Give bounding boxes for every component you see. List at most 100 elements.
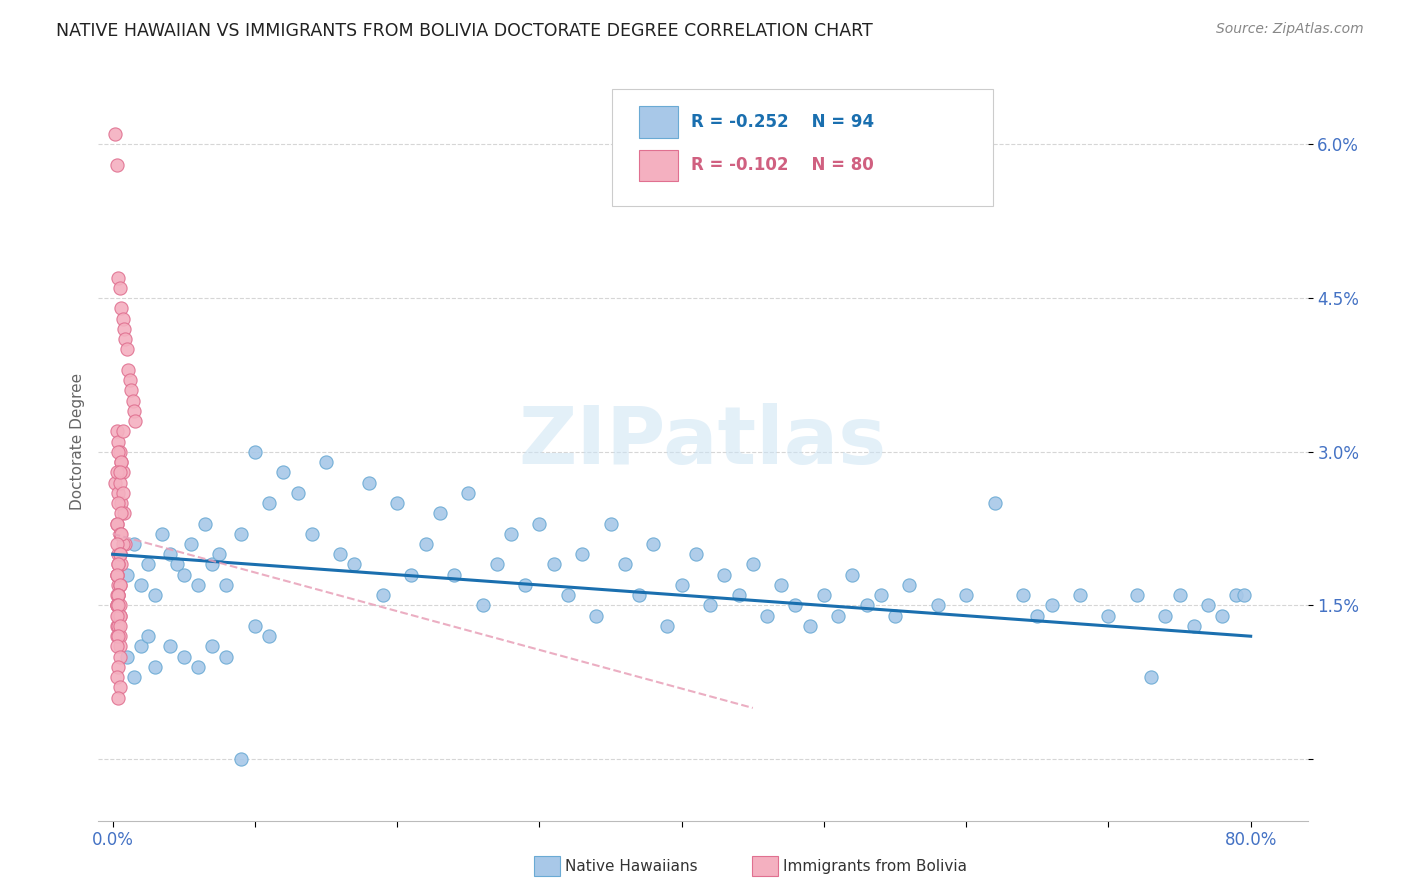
- Point: [201, 640, 224, 654]
- Point: [159, 547, 181, 561]
- Point: [699, 599, 721, 613]
- Point: [107, 588, 129, 602]
- Point: [108, 681, 131, 695]
- Point: [107, 588, 129, 602]
- Point: [571, 547, 593, 561]
- Point: [799, 619, 821, 633]
- Point: [257, 629, 280, 643]
- Point: [143, 588, 166, 602]
- Text: Immigrants from Bolivia: Immigrants from Bolivia: [783, 859, 967, 873]
- Point: [108, 629, 131, 643]
- Point: [1026, 608, 1049, 623]
- Point: [124, 414, 146, 428]
- Point: [136, 629, 159, 643]
- Point: [110, 558, 132, 572]
- Point: [115, 649, 138, 664]
- Point: [855, 599, 877, 613]
- Point: [111, 485, 134, 500]
- Point: [671, 578, 693, 592]
- Point: [107, 270, 129, 285]
- Point: [401, 567, 423, 582]
- Point: [122, 404, 145, 418]
- Point: [108, 475, 131, 490]
- Point: [107, 558, 129, 572]
- Point: [215, 578, 238, 592]
- Point: [105, 465, 128, 479]
- Point: [111, 465, 134, 479]
- Point: [110, 455, 132, 469]
- Point: [108, 547, 131, 561]
- Point: [499, 526, 522, 541]
- Point: [107, 588, 129, 602]
- Point: [105, 567, 128, 582]
- Point: [187, 578, 209, 592]
- Point: [107, 444, 129, 458]
- Point: [114, 332, 136, 346]
- Point: [107, 434, 129, 449]
- Point: [1197, 599, 1219, 613]
- Point: [105, 516, 128, 531]
- Point: [105, 516, 128, 531]
- Point: [117, 363, 139, 377]
- Point: [110, 496, 132, 510]
- Point: [770, 578, 793, 592]
- Point: [107, 599, 129, 613]
- Point: [111, 311, 134, 326]
- Point: [898, 578, 921, 592]
- Point: [429, 506, 451, 520]
- Point: [108, 444, 131, 458]
- Point: [120, 384, 142, 398]
- Point: [105, 599, 128, 613]
- Point: [243, 619, 266, 633]
- Point: [741, 558, 763, 572]
- Point: [166, 558, 188, 572]
- Point: [1154, 608, 1177, 623]
- Point: [152, 526, 174, 541]
- Point: [105, 588, 128, 602]
- Point: [108, 547, 131, 561]
- Point: [108, 619, 131, 633]
- Point: [208, 547, 231, 561]
- Point: [983, 496, 1005, 510]
- Point: [111, 537, 134, 551]
- Point: [329, 547, 352, 561]
- Point: [112, 322, 135, 336]
- Point: [471, 599, 494, 613]
- Point: [1069, 588, 1091, 602]
- Point: [107, 660, 129, 674]
- Point: [105, 670, 128, 684]
- Point: [215, 649, 238, 664]
- Point: [827, 608, 849, 623]
- Point: [1182, 619, 1205, 633]
- Point: [108, 640, 131, 654]
- Point: [107, 619, 129, 633]
- Point: [108, 578, 131, 592]
- Point: [529, 516, 551, 531]
- Point: [685, 547, 707, 561]
- Text: Source: ZipAtlas.com: Source: ZipAtlas.com: [1216, 22, 1364, 37]
- Point: [118, 373, 141, 387]
- Point: [756, 608, 779, 623]
- Point: [229, 752, 252, 766]
- Point: [105, 567, 128, 582]
- FancyBboxPatch shape: [613, 89, 993, 207]
- Point: [105, 567, 128, 582]
- Text: Native Hawaiians: Native Hawaiians: [565, 859, 697, 873]
- Point: [955, 588, 977, 602]
- Point: [613, 558, 636, 572]
- Point: [107, 629, 129, 643]
- Point: [599, 516, 621, 531]
- Point: [1225, 588, 1247, 602]
- Point: [243, 444, 266, 458]
- Point: [727, 588, 749, 602]
- Point: [1232, 588, 1254, 602]
- Point: [108, 526, 131, 541]
- Point: [108, 599, 131, 613]
- Point: [105, 629, 128, 643]
- Point: [173, 567, 195, 582]
- Point: [108, 578, 131, 592]
- Point: [121, 393, 143, 408]
- Point: [194, 516, 217, 531]
- Point: [108, 281, 131, 295]
- Point: [111, 425, 134, 439]
